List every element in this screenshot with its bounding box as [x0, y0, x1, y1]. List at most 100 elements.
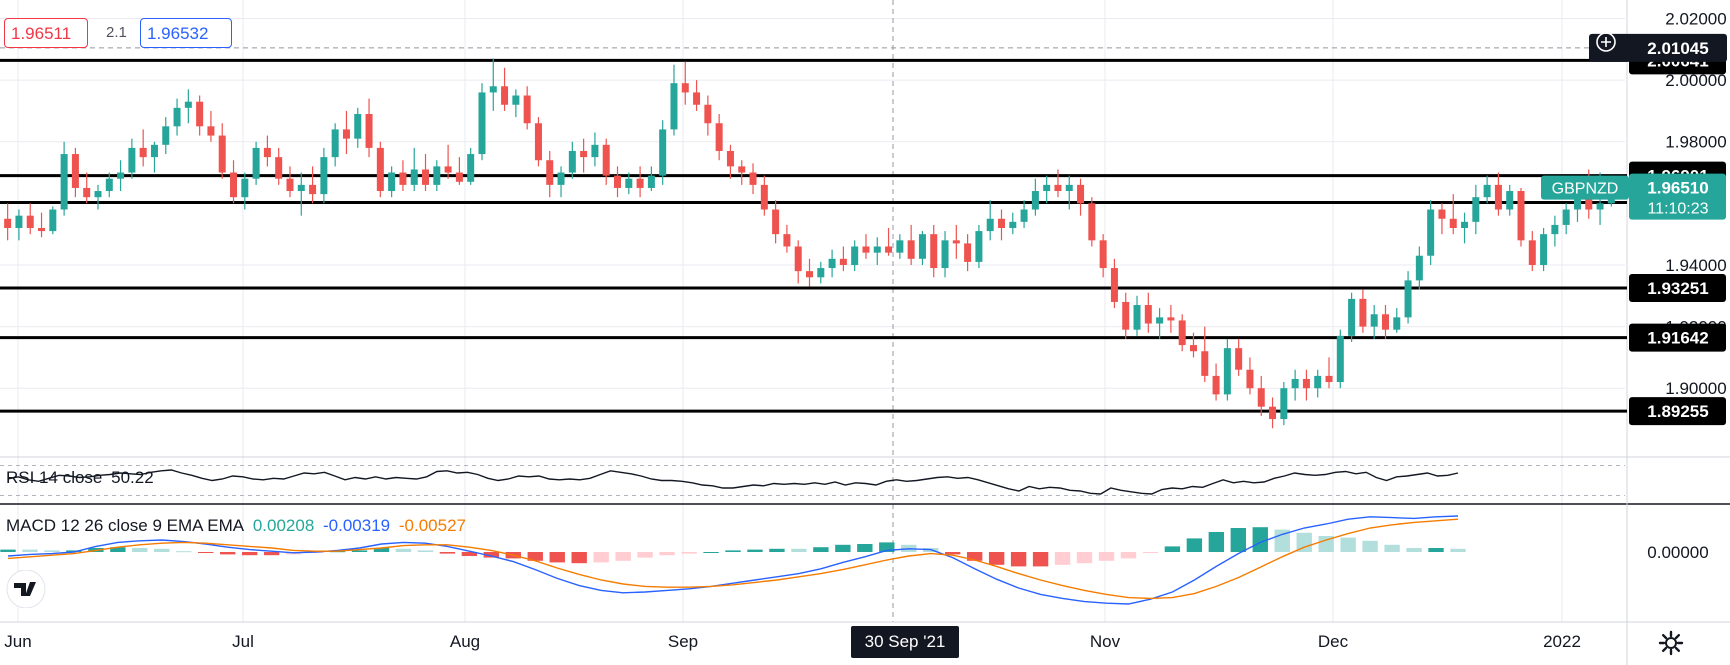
candle-up — [512, 95, 520, 105]
add-alert-crosshair-icon[interactable] — [1594, 30, 1618, 54]
candle-down — [636, 178, 644, 188]
macd-line-value: -0.00319 — [323, 516, 391, 535]
chart-settings-gear-icon[interactable] — [1658, 630, 1684, 656]
candle-up — [1291, 378, 1299, 389]
candle-up — [241, 178, 249, 198]
horizontal-levels[interactable] — [0, 58, 1627, 413]
macd-legend[interactable]: MACD 12 26 close 9 EMA EMA 0.00208 -0.00… — [6, 516, 470, 536]
candle-down — [1054, 184, 1062, 192]
candle-down — [1269, 406, 1277, 420]
candle-down — [1257, 388, 1265, 407]
macd-histogram-bar — [1362, 540, 1378, 552]
candle-down — [715, 123, 723, 151]
candle-up — [478, 92, 486, 155]
macd-histogram-bar — [1252, 527, 1268, 552]
spread-value: 2.1 — [106, 24, 127, 41]
macd-histogram-bar — [703, 552, 719, 553]
candle-up — [1427, 209, 1435, 256]
candle-down — [207, 126, 215, 136]
bid-price[interactable]: 1.96511 — [4, 18, 88, 48]
rsi-label: RSI 14 close — [6, 468, 103, 487]
candle-up — [659, 129, 667, 176]
candle-down — [1325, 375, 1333, 383]
candle-up — [1540, 234, 1548, 265]
macd-histogram-bar — [549, 552, 565, 563]
level-tag — [1629, 274, 1726, 303]
candle-up — [1336, 335, 1344, 383]
macd-histogram-bar — [1076, 552, 1093, 564]
macd-histogram-bar — [659, 552, 675, 556]
macd-histogram-bar — [945, 552, 961, 555]
candle-up — [1506, 191, 1514, 210]
macd-histogram-bar — [1098, 552, 1115, 561]
candle-up — [918, 234, 926, 259]
candle-up — [1404, 280, 1412, 318]
ask-price[interactable]: 1.96532 — [140, 18, 232, 48]
macd-histogram-bar — [857, 544, 873, 552]
price-tick-label: 1.94000 — [1665, 256, 1726, 275]
candle-up — [1562, 209, 1570, 225]
candle-up — [1472, 197, 1480, 222]
candle-down — [1110, 268, 1118, 302]
symbol-tag-label: GBPNZD — [1552, 181, 1619, 198]
candle-up — [975, 231, 983, 262]
macd-histogram-bar — [615, 552, 631, 561]
time-tick-label: 2022 — [1543, 632, 1581, 651]
candle-up — [489, 86, 497, 93]
macd-histogram-bar — [1186, 538, 1203, 552]
last-price-label: 1.96510 — [1647, 179, 1708, 198]
macd-histogram-bar — [769, 548, 785, 552]
macd-histogram-bar — [1340, 537, 1356, 552]
candle-down — [760, 184, 768, 210]
candle-down — [546, 160, 554, 185]
candle-down — [263, 147, 271, 158]
macd-histogram-bar — [351, 550, 368, 552]
macd-histogram-bar — [1318, 536, 1334, 552]
candle-up — [873, 246, 881, 253]
candle-down — [1122, 301, 1130, 330]
tradingview-logo-icon[interactable] — [4, 570, 48, 608]
candle-down — [1585, 191, 1593, 210]
candle-up — [467, 154, 475, 182]
macd-label: MACD 12 26 close 9 EMA EMA — [6, 516, 245, 535]
candle-down — [455, 172, 463, 182]
candle-down — [1235, 348, 1243, 370]
level-tag — [1629, 323, 1726, 352]
candle-up — [252, 147, 260, 179]
macd-hist-value: 0.00208 — [252, 516, 315, 535]
macd-histogram-bar — [988, 552, 1005, 565]
candle-down — [805, 271, 814, 278]
candle-down — [964, 243, 972, 262]
rsi-pane — [0, 465, 1625, 496]
candle-up — [557, 172, 565, 185]
candle-up — [851, 246, 859, 265]
candle-down — [1528, 240, 1536, 265]
rsi-value: 50.22 — [111, 468, 154, 487]
macd-histogram-bar — [966, 552, 983, 561]
candle-up — [94, 191, 102, 198]
candle-down — [997, 218, 1005, 228]
macd-histogram-bar — [220, 552, 236, 555]
candle-down — [726, 150, 734, 167]
candle-down — [365, 114, 373, 148]
macd-histogram-bar — [1296, 532, 1312, 552]
macd-histogram-bar — [241, 552, 258, 556]
macd-histogram-bar — [154, 548, 170, 552]
crosshair-date-label: 30 Sep '21 — [865, 632, 946, 651]
symbol-tag — [1541, 175, 1629, 200]
candle-down — [1099, 240, 1107, 269]
candle-up — [817, 268, 825, 278]
candle-up — [1156, 317, 1164, 324]
time-tick-label: Dec — [1318, 632, 1349, 651]
macd-histogram-bar — [44, 550, 60, 552]
candle-up — [117, 172, 125, 179]
candle-down — [749, 172, 757, 185]
rsi-legend[interactable]: RSI 14 close 50.22 — [6, 468, 158, 488]
candle-up — [162, 126, 170, 145]
macd-histogram-bar — [1406, 548, 1422, 552]
candle-down — [523, 95, 531, 124]
candle-up — [1043, 184, 1051, 192]
macd-histogram-bar — [1384, 544, 1400, 552]
macd-line — [7, 515, 1459, 605]
